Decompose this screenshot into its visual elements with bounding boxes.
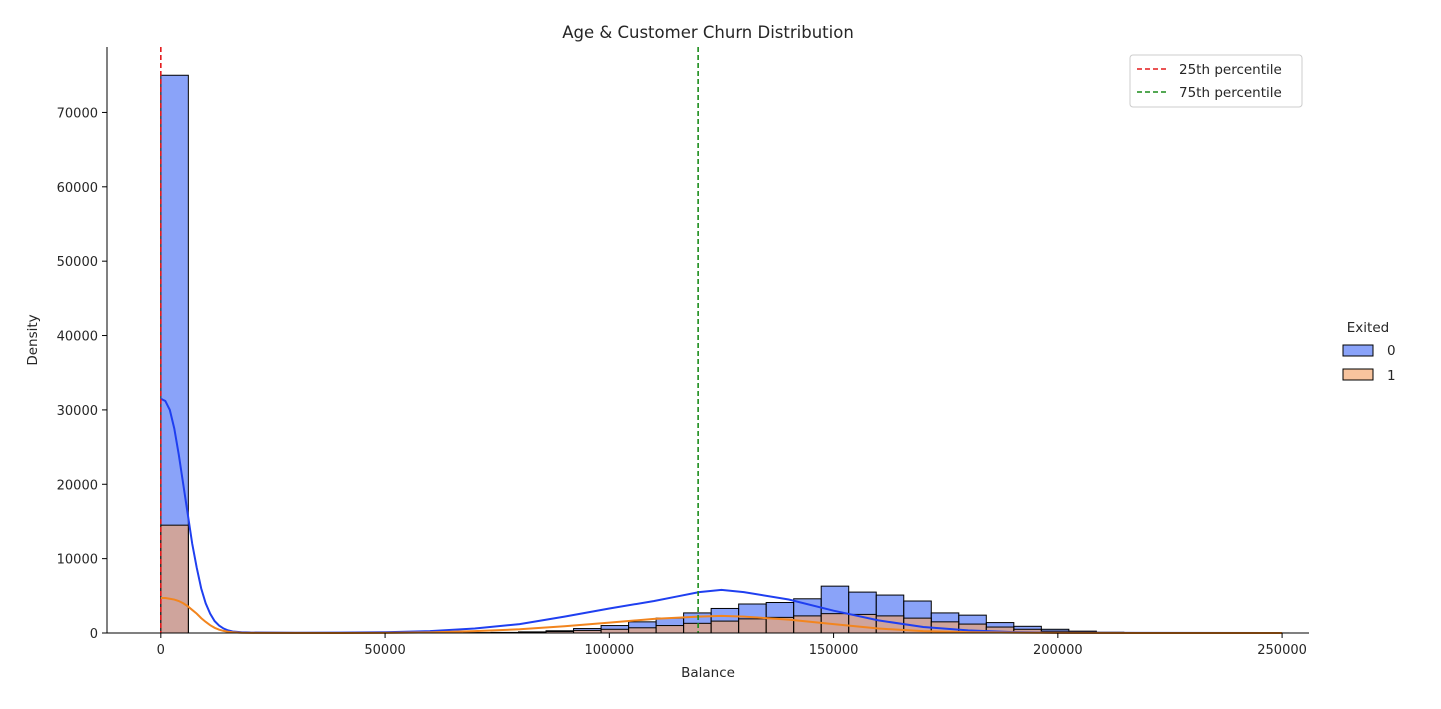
- x-axis-label: Balance: [681, 665, 735, 681]
- y-tick-label-3: 30000: [57, 404, 98, 419]
- bar-exited-1-bin-18: [655, 625, 685, 634]
- y-axis-label: Density: [25, 314, 41, 365]
- legend-75th-label: 75th percentile: [1179, 85, 1282, 101]
- bar-exited-1-bin-21: [738, 618, 767, 634]
- x-ticks: 0 50000 100000 150000 200000 250000: [157, 633, 1307, 658]
- legend-exited-0-label: 0: [1387, 343, 1396, 359]
- legend-frame: [1129, 54, 1303, 108]
- legend-exited: Exited 0 1: [1342, 320, 1396, 384]
- bar-exited-1-bin-17: [628, 627, 657, 634]
- bar-exited-1-bin-16: [600, 628, 630, 634]
- x-tick-label-4: 200000: [1033, 643, 1083, 658]
- legend-exited-1-label: 1: [1387, 368, 1396, 384]
- x-tick-label-3: 150000: [809, 643, 859, 658]
- kde-line-exited-0: [160, 397, 1283, 634]
- y-tick-label-5: 50000: [57, 255, 98, 270]
- legend-25th-label: 25th percentile: [1179, 62, 1282, 78]
- y-tick-label-6: 60000: [57, 181, 98, 196]
- axes: [106, 47, 1309, 634]
- bar-exited-1-bin-0: [160, 524, 189, 634]
- legend-exited-1-swatch: [1342, 368, 1374, 381]
- bars-layer: [160, 74, 1290, 634]
- y-tick-label-4: 40000: [57, 330, 98, 345]
- legend-exited-title: Exited: [1347, 320, 1389, 336]
- bar-exited-1-bin-23: [793, 615, 822, 634]
- legend-percentiles: 25th percentile 75th percentile: [1129, 54, 1303, 108]
- x-tick-label-0: 0: [157, 643, 165, 658]
- bar-exited-1-bin-20: [710, 620, 740, 634]
- y-tick-label-0: 0: [90, 627, 98, 642]
- chart-title: Age & Customer Churn Distribution: [562, 23, 854, 42]
- x-tick-label-5: 250000: [1257, 643, 1307, 658]
- legend-exited-0-swatch: [1342, 344, 1374, 357]
- x-tick-label-2: 100000: [585, 643, 635, 658]
- y-tick-label-1: 10000: [57, 553, 98, 568]
- y-tick-label-7: 70000: [57, 106, 98, 121]
- y-ticks: 0 10000 20000 30000 40000 50000 60000 70000: [57, 106, 107, 642]
- kde-layer: [160, 397, 1283, 634]
- percentile-lines: [160, 47, 699, 633]
- x-tick-label-1: 50000: [364, 643, 405, 658]
- y-tick-label-2: 20000: [57, 478, 98, 493]
